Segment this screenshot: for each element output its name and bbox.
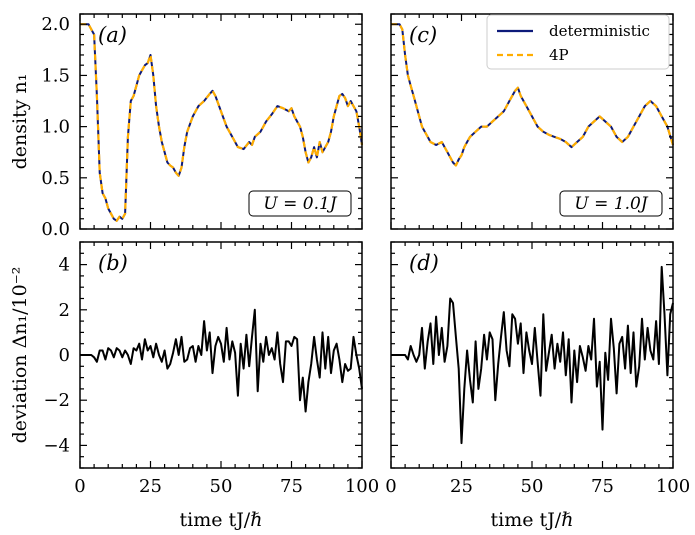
series-line-deviation — [391, 265, 674, 445]
y-tick-label: 0.5 — [41, 168, 70, 189]
y-tick-label: −4 — [43, 435, 70, 456]
x-tick-label: 25 — [450, 476, 473, 497]
panel-d: 0 25 50 75 100 (d) time tJ/ℏ — [385, 241, 690, 531]
annotation-box — [559, 190, 663, 217]
x-tick-label: 25 — [139, 476, 162, 497]
annotation-box — [248, 190, 352, 217]
y-tick-label: −2 — [43, 390, 70, 411]
y-tick-label: 2 — [59, 300, 70, 321]
panel-label: (a) — [98, 23, 127, 47]
y-tick-label: 2.0 — [41, 14, 70, 35]
x-tick-label: 50 — [521, 476, 544, 497]
panel-c: (c) U = 1.0J deterministic 4P — [390, 13, 675, 230]
x-tick-label: 75 — [591, 476, 614, 497]
y-tick-label: 1.5 — [41, 65, 70, 86]
panel-label: (d) — [409, 251, 439, 275]
x-tick-label: 75 — [280, 476, 303, 497]
panel-b: −4 −2 0 2 4 0 25 50 75 100 (b) time tJ/ℏ deviation Δ… — [9, 241, 379, 531]
y-tick-label: 0.0 — [41, 219, 70, 240]
panel-label: (b) — [98, 251, 128, 275]
annotation-text: U = 0.1J — [263, 194, 337, 214]
x-tick-label: 100 — [656, 476, 690, 497]
y-tick-label: 4 — [59, 255, 70, 276]
x-tick-label: 0 — [385, 476, 396, 497]
series-line-4p — [80, 23, 364, 222]
x-axis-label: time tJ/ℏ — [491, 509, 574, 531]
y-tick-label: 0 — [59, 345, 70, 366]
x-tick-label: 100 — [345, 476, 379, 497]
x-axis-label: time tJ/ℏ — [180, 509, 263, 531]
panel-a: 0.0 0.5 1.0 1.5 2.0 (a) U = 0.1J density n₁ — [9, 13, 364, 240]
y-axis-label: density n₁ — [9, 74, 31, 170]
x-tick-label: 0 — [74, 476, 85, 497]
series-line-deviation — [80, 308, 363, 413]
y-tick-label: 1.0 — [41, 117, 70, 138]
panel-label: (c) — [409, 23, 437, 47]
y-axis-label: deviation Δn₁/10⁻² — [9, 267, 31, 444]
legend-entry: 4P — [549, 46, 569, 64]
x-tick-label: 50 — [210, 476, 233, 497]
annotation-text: U = 1.0J — [574, 194, 648, 214]
legend-entry: deterministic — [549, 22, 650, 40]
series-line-deterministic — [391, 23, 674, 167]
